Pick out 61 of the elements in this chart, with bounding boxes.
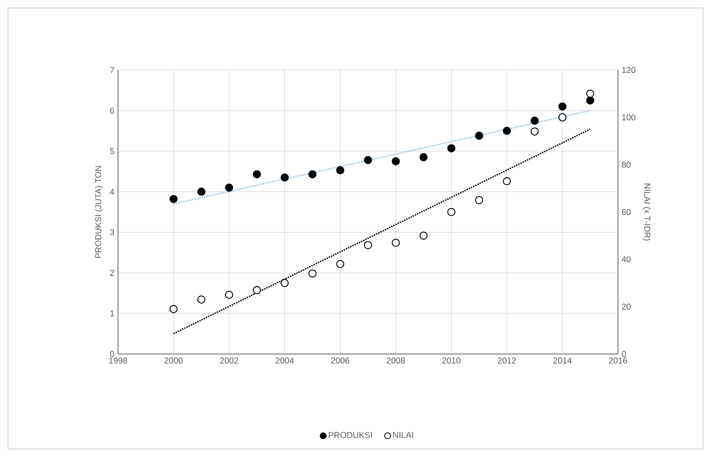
y-tick-label: 2 xyxy=(110,270,114,276)
x-tick-label: 2002 xyxy=(220,358,238,364)
point xyxy=(252,286,261,294)
x-tick-label: 2008 xyxy=(386,358,405,364)
y-tick-label: 0 xyxy=(110,350,114,357)
y-tick-label: 7 xyxy=(110,67,114,73)
y2-tick-label: 0 xyxy=(622,350,626,357)
y2-tick-label: 100 xyxy=(622,114,636,120)
point xyxy=(392,238,400,247)
x-tick-label: 2006 xyxy=(331,358,350,364)
point xyxy=(364,241,372,250)
point xyxy=(420,232,428,240)
point xyxy=(308,269,316,278)
x-tick-label: 2012 xyxy=(498,358,516,364)
y-tick-label: 1 xyxy=(110,310,114,316)
y2-tick-label: 40 xyxy=(622,256,631,262)
x-tick-label: 2000 xyxy=(164,358,183,364)
point xyxy=(252,170,261,178)
y-tick-label: 6 xyxy=(110,108,114,114)
point xyxy=(558,102,566,111)
point xyxy=(170,304,178,314)
point xyxy=(558,113,566,122)
legend-label: PRODUKSI xyxy=(328,432,372,438)
y2-tick-label: 20 xyxy=(622,304,631,310)
point xyxy=(530,116,539,125)
point xyxy=(336,166,344,174)
point xyxy=(170,194,178,204)
point xyxy=(225,290,234,299)
x-tick-label: 2004 xyxy=(276,358,294,364)
point xyxy=(530,127,539,136)
point xyxy=(502,126,511,135)
x-tick-label: 2014 xyxy=(553,358,572,364)
point xyxy=(280,278,289,288)
y-tick-label: 5 xyxy=(110,148,114,154)
point xyxy=(280,173,289,182)
point xyxy=(225,184,234,192)
point xyxy=(447,208,456,216)
point xyxy=(475,196,484,204)
y2-axis-title: NILAI (x T-IDR) xyxy=(642,184,651,241)
y2-tick-label: 60 xyxy=(622,208,631,215)
y-tick-label: 4 xyxy=(110,188,114,195)
point xyxy=(197,188,206,196)
point xyxy=(502,177,511,186)
point xyxy=(475,132,484,140)
point xyxy=(447,144,456,152)
y2-tick-label: 120 xyxy=(622,66,636,73)
point xyxy=(392,157,400,166)
x-tick-label: 1998 xyxy=(109,358,128,364)
point xyxy=(420,153,428,162)
legend-label: NILAI xyxy=(393,432,414,438)
x-tick-label: 2016 xyxy=(608,358,628,364)
y-tick-label: 3 xyxy=(110,229,114,236)
point xyxy=(364,156,372,164)
x-tick-label: 2010 xyxy=(442,358,460,364)
y-axis-title: PRODUKSI (JUTA) TON xyxy=(94,166,103,258)
point xyxy=(308,170,316,178)
point xyxy=(336,260,344,268)
point xyxy=(197,296,206,304)
point xyxy=(586,90,594,98)
point xyxy=(586,96,594,104)
y2-tick-label: 80 xyxy=(622,162,631,168)
